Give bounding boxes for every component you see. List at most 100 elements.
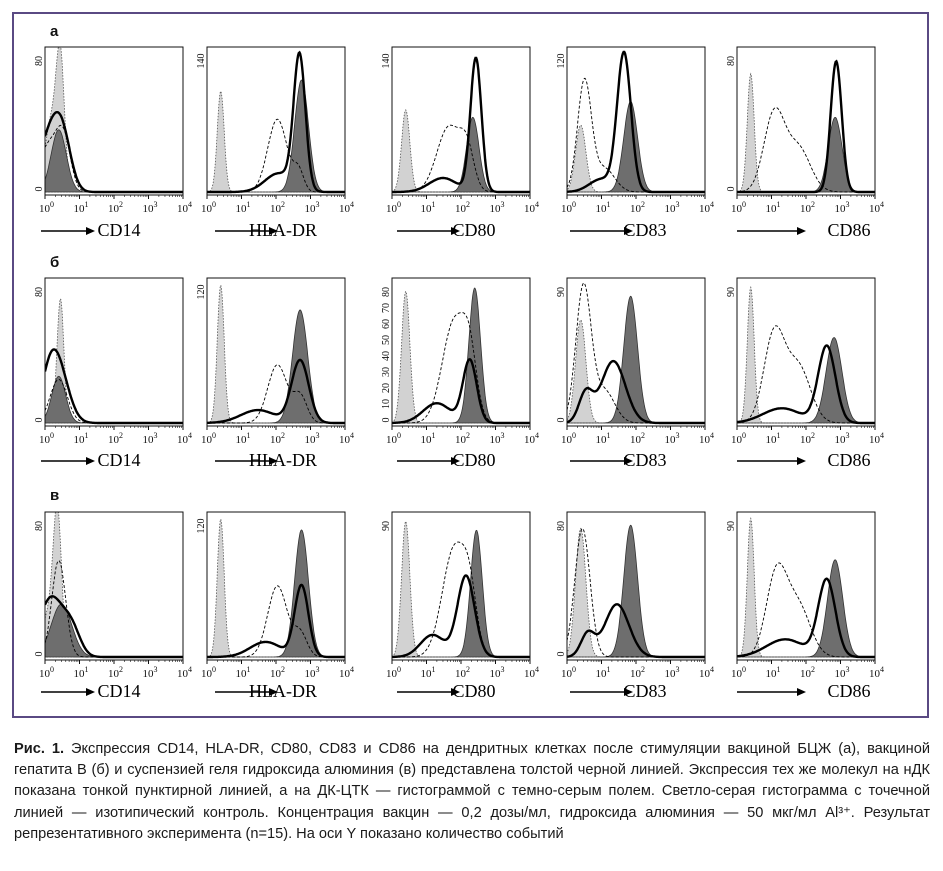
axis-arrowhead [451, 688, 460, 696]
figure-caption: Рис. 1. Экспрессия CD14, HLA-DR, CD80, C… [14, 739, 930, 845]
x-tick-label: 102 [800, 665, 815, 680]
x-tick-label: 100 [561, 200, 576, 215]
x-tick-label: 103 [490, 200, 505, 215]
histogram-curves [737, 59, 875, 194]
x-tick-label: 102 [455, 431, 470, 446]
x-tick-label: 102 [630, 431, 645, 446]
y-tick-label: 0 [34, 652, 45, 657]
dk-ctk-histogram [207, 79, 345, 193]
histogram-curves [207, 50, 345, 194]
row-letter: а [50, 23, 59, 40]
x-tick-label: 100 [201, 431, 216, 446]
y-tick-label: 60 [381, 319, 392, 329]
x-tick-label: 103 [835, 665, 850, 680]
x-tick-label: 102 [108, 431, 123, 446]
x-tick-label: 101 [766, 431, 781, 446]
histogram-curves [207, 517, 345, 659]
y-tick-label: 140 [196, 54, 207, 69]
x-tick-label: 104 [699, 431, 714, 446]
x-tick-label: 100 [39, 200, 54, 215]
y-tick-label: 40 [381, 351, 392, 361]
y-tick-label: 0 [556, 652, 567, 657]
x-tick-label: 102 [270, 665, 285, 680]
axis-arrowhead [451, 227, 460, 235]
histogram-panel: 100 101 102 103 104 80 0 CD14 [34, 511, 192, 701]
plot-frame [206, 277, 346, 427]
histogram-panel: 100 101 102 103 104 90 CD80 [381, 511, 539, 701]
axis-arrowhead [624, 457, 633, 465]
histogram-curves [737, 285, 875, 425]
histogram-curves [567, 50, 705, 194]
x-tick-label: 103 [143, 431, 158, 446]
x-tick-label: 100 [386, 200, 401, 215]
y-tick-label: 0 [34, 418, 45, 423]
marker-label: CD14 [97, 220, 140, 240]
figure-row-1: а 100 101 102 103 104 80 0 CD14 100 101 102 103 104 14… [34, 23, 884, 240]
caption-lead: Рис. 1. [14, 741, 65, 757]
x-tick-label: 100 [561, 431, 576, 446]
x-tick-label: 103 [665, 431, 680, 446]
marker-label: CD14 [97, 450, 140, 470]
y-tick-label: 80 [556, 521, 567, 531]
x-tick-label: 101 [74, 431, 89, 446]
vaccine-line [737, 59, 875, 194]
y-tick-label: 120 [196, 285, 207, 300]
x-tick-label: 101 [421, 665, 436, 680]
x-tick-label: 101 [236, 200, 251, 215]
vaccine-line [45, 348, 183, 425]
y-tick-label: 70 [381, 303, 392, 313]
marker-label: CD80 [452, 450, 495, 470]
histogram-curves [392, 520, 530, 659]
vaccine-line [45, 111, 183, 194]
y-tick-label: 120 [196, 519, 207, 534]
y-tick-label: 50 [381, 335, 392, 345]
axis-arrowhead [269, 688, 278, 696]
x-tick-label: 103 [835, 200, 850, 215]
x-tick-label: 102 [455, 200, 470, 215]
x-tick-label: 102 [630, 200, 645, 215]
x-tick-label: 101 [421, 200, 436, 215]
vaccine-line [737, 577, 875, 659]
vaccine-line [392, 56, 530, 194]
x-tick-label: 103 [305, 200, 320, 215]
marker-label: CD83 [623, 450, 666, 470]
histogram-panel: 100 101 102 103 104 120 HLA-DR [196, 277, 354, 470]
x-tick-label: 104 [524, 665, 539, 680]
x-tick-label: 100 [39, 431, 54, 446]
y-tick-label: 80 [726, 56, 737, 66]
marker-label: CD86 [827, 220, 870, 240]
x-tick-label: 103 [490, 665, 505, 680]
x-tick-label: 102 [108, 665, 123, 680]
x-tick-label: 102 [455, 665, 470, 680]
x-tick-label: 101 [74, 665, 89, 680]
x-tick-label: 101 [596, 431, 611, 446]
x-tick-label: 104 [699, 200, 714, 215]
x-tick-label: 101 [596, 665, 611, 680]
x-tick-label: 102 [270, 200, 285, 215]
ndk-line [737, 107, 875, 193]
histogram-panel: 100 101 102 103 104 90 CD86 [726, 277, 884, 470]
isotype-histogram [207, 90, 345, 193]
x-tick-label: 104 [339, 431, 354, 446]
x-tick-label: 101 [596, 200, 611, 215]
axis-arrowhead [86, 227, 95, 235]
ndk-line [207, 364, 345, 424]
histogram-panel: 100 101 102 103 104 80 0 CD14 [34, 277, 192, 470]
vaccine-line [207, 583, 345, 659]
x-tick-label: 104 [177, 665, 192, 680]
histogram-curves [207, 283, 345, 425]
x-tick-label: 104 [524, 200, 539, 215]
x-tick-label: 104 [339, 665, 354, 680]
isotype-histogram [207, 283, 345, 424]
x-tick-label: 103 [305, 431, 320, 446]
y-tick-label: 10 [381, 399, 392, 409]
x-tick-label: 104 [339, 200, 354, 215]
histogram-curves [392, 287, 530, 425]
x-tick-label: 103 [305, 665, 320, 680]
axis-arrowhead [269, 457, 278, 465]
x-tick-label: 101 [236, 431, 251, 446]
x-tick-label: 104 [869, 200, 884, 215]
histogram-panel: 100 101 102 103 104 120 HLA-DR [196, 511, 354, 701]
